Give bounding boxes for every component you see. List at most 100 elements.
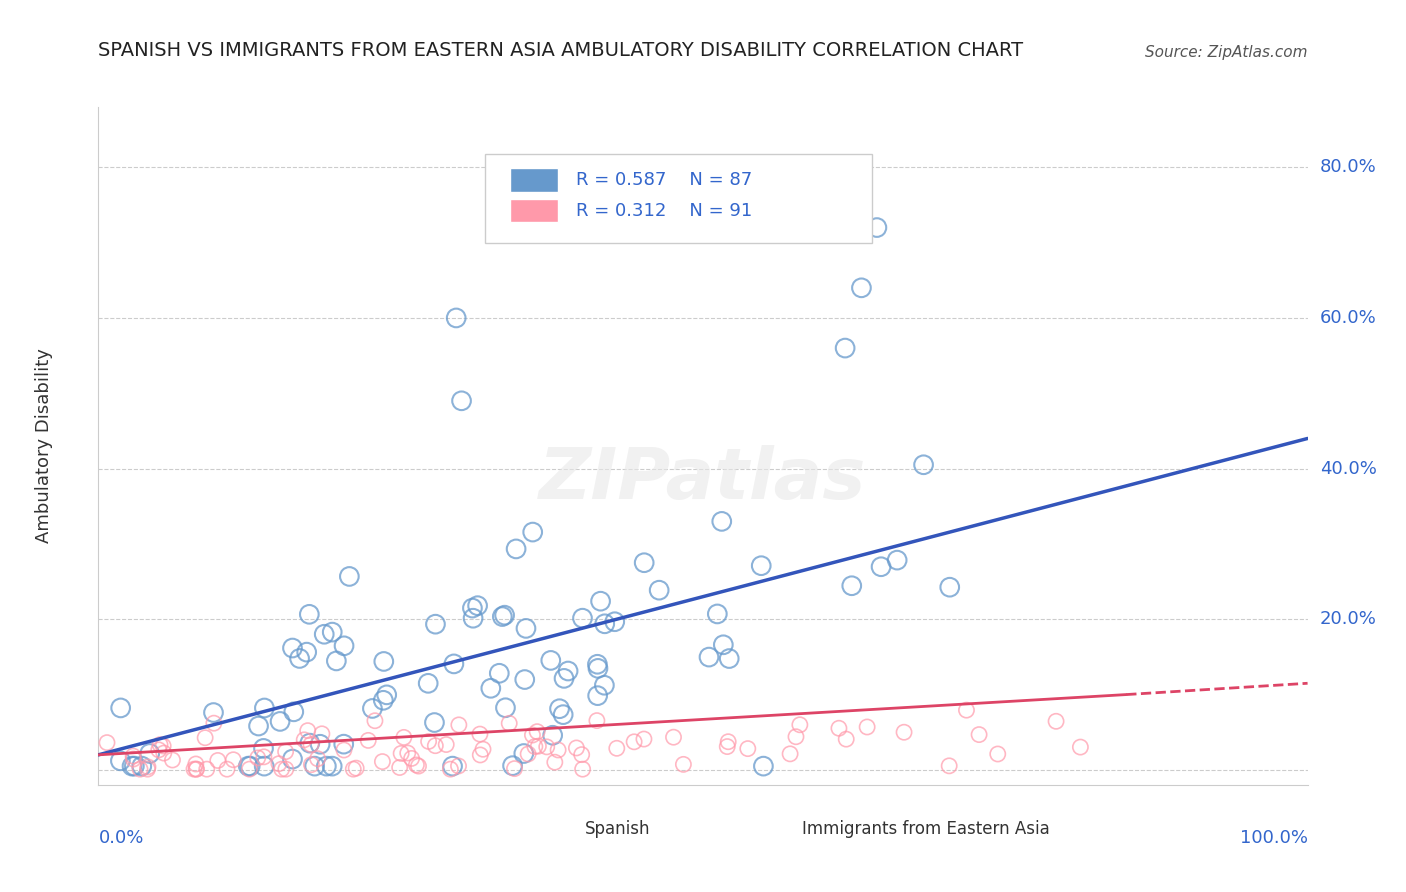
- Point: [269, 714, 291, 729]
- Point: [122, 752, 145, 766]
- Point: [523, 739, 546, 754]
- Point: [136, 760, 159, 774]
- Point: [270, 762, 292, 776]
- Point: [375, 688, 398, 702]
- Point: [470, 747, 492, 762]
- Point: [571, 611, 593, 625]
- Point: [785, 730, 807, 744]
- Text: Immigrants from Eastern Asia: Immigrants from Eastern Asia: [803, 820, 1050, 838]
- Point: [586, 661, 609, 675]
- Point: [623, 735, 645, 749]
- Point: [321, 759, 343, 773]
- Point: [288, 651, 311, 665]
- Point: [122, 749, 145, 764]
- Point: [361, 701, 384, 715]
- Point: [439, 762, 461, 776]
- Point: [541, 728, 564, 742]
- Point: [283, 705, 305, 719]
- Point: [342, 762, 364, 776]
- Point: [789, 718, 811, 732]
- Point: [96, 736, 118, 750]
- Point: [202, 716, 225, 731]
- Point: [136, 762, 159, 776]
- Point: [461, 611, 484, 625]
- Point: [752, 759, 775, 773]
- Point: [238, 762, 260, 776]
- Point: [779, 747, 801, 761]
- Point: [252, 741, 274, 756]
- FancyBboxPatch shape: [509, 168, 558, 192]
- Point: [468, 727, 491, 741]
- Point: [557, 664, 579, 678]
- Point: [239, 759, 262, 773]
- Point: [298, 607, 321, 622]
- Point: [711, 638, 734, 652]
- Point: [606, 741, 628, 756]
- Point: [129, 762, 152, 776]
- Point: [425, 739, 447, 753]
- Text: Source: ZipAtlas.com: Source: ZipAtlas.com: [1144, 45, 1308, 60]
- Text: 100.0%: 100.0%: [1240, 829, 1308, 847]
- Point: [513, 747, 536, 761]
- Point: [333, 743, 356, 757]
- Point: [536, 739, 558, 754]
- Point: [870, 559, 893, 574]
- Point: [447, 759, 470, 773]
- Point: [121, 759, 143, 773]
- Point: [835, 732, 858, 747]
- Text: R = 0.312    N = 91: R = 0.312 N = 91: [576, 202, 752, 219]
- Point: [571, 747, 593, 762]
- Point: [124, 759, 146, 773]
- Point: [344, 761, 367, 775]
- Text: 60.0%: 60.0%: [1320, 309, 1376, 327]
- Point: [253, 749, 276, 764]
- Point: [467, 599, 489, 613]
- Point: [267, 756, 290, 771]
- Text: 0.0%: 0.0%: [98, 829, 143, 847]
- Point: [503, 762, 526, 776]
- Point: [893, 725, 915, 739]
- Point: [298, 736, 321, 750]
- Point: [332, 737, 354, 751]
- Point: [186, 762, 208, 776]
- Point: [281, 752, 304, 766]
- Point: [373, 655, 395, 669]
- Point: [547, 743, 569, 757]
- Point: [388, 760, 411, 774]
- Point: [513, 673, 536, 687]
- Point: [418, 676, 440, 690]
- Point: [987, 747, 1010, 761]
- Point: [183, 762, 205, 776]
- Text: 20.0%: 20.0%: [1320, 610, 1376, 628]
- Point: [856, 720, 879, 734]
- Point: [498, 716, 520, 731]
- FancyBboxPatch shape: [509, 199, 558, 222]
- Point: [337, 569, 360, 583]
- Text: 80.0%: 80.0%: [1320, 158, 1376, 177]
- Point: [488, 666, 510, 681]
- Point: [401, 751, 423, 765]
- Point: [662, 730, 685, 744]
- Point: [425, 617, 447, 632]
- Point: [515, 621, 537, 635]
- Point: [194, 731, 217, 745]
- Point: [851, 281, 873, 295]
- Point: [357, 733, 380, 747]
- Point: [408, 759, 430, 773]
- Point: [886, 553, 908, 567]
- Point: [866, 220, 889, 235]
- Point: [149, 738, 172, 752]
- Point: [938, 580, 960, 594]
- Point: [548, 702, 571, 716]
- Point: [304, 759, 326, 773]
- Point: [505, 541, 527, 556]
- Point: [195, 762, 218, 776]
- Point: [1069, 740, 1091, 755]
- Point: [184, 756, 207, 771]
- Text: 40.0%: 40.0%: [1320, 459, 1376, 477]
- Point: [418, 734, 440, 748]
- Point: [247, 719, 270, 733]
- Point: [697, 650, 720, 665]
- Point: [672, 757, 695, 772]
- FancyBboxPatch shape: [740, 822, 794, 839]
